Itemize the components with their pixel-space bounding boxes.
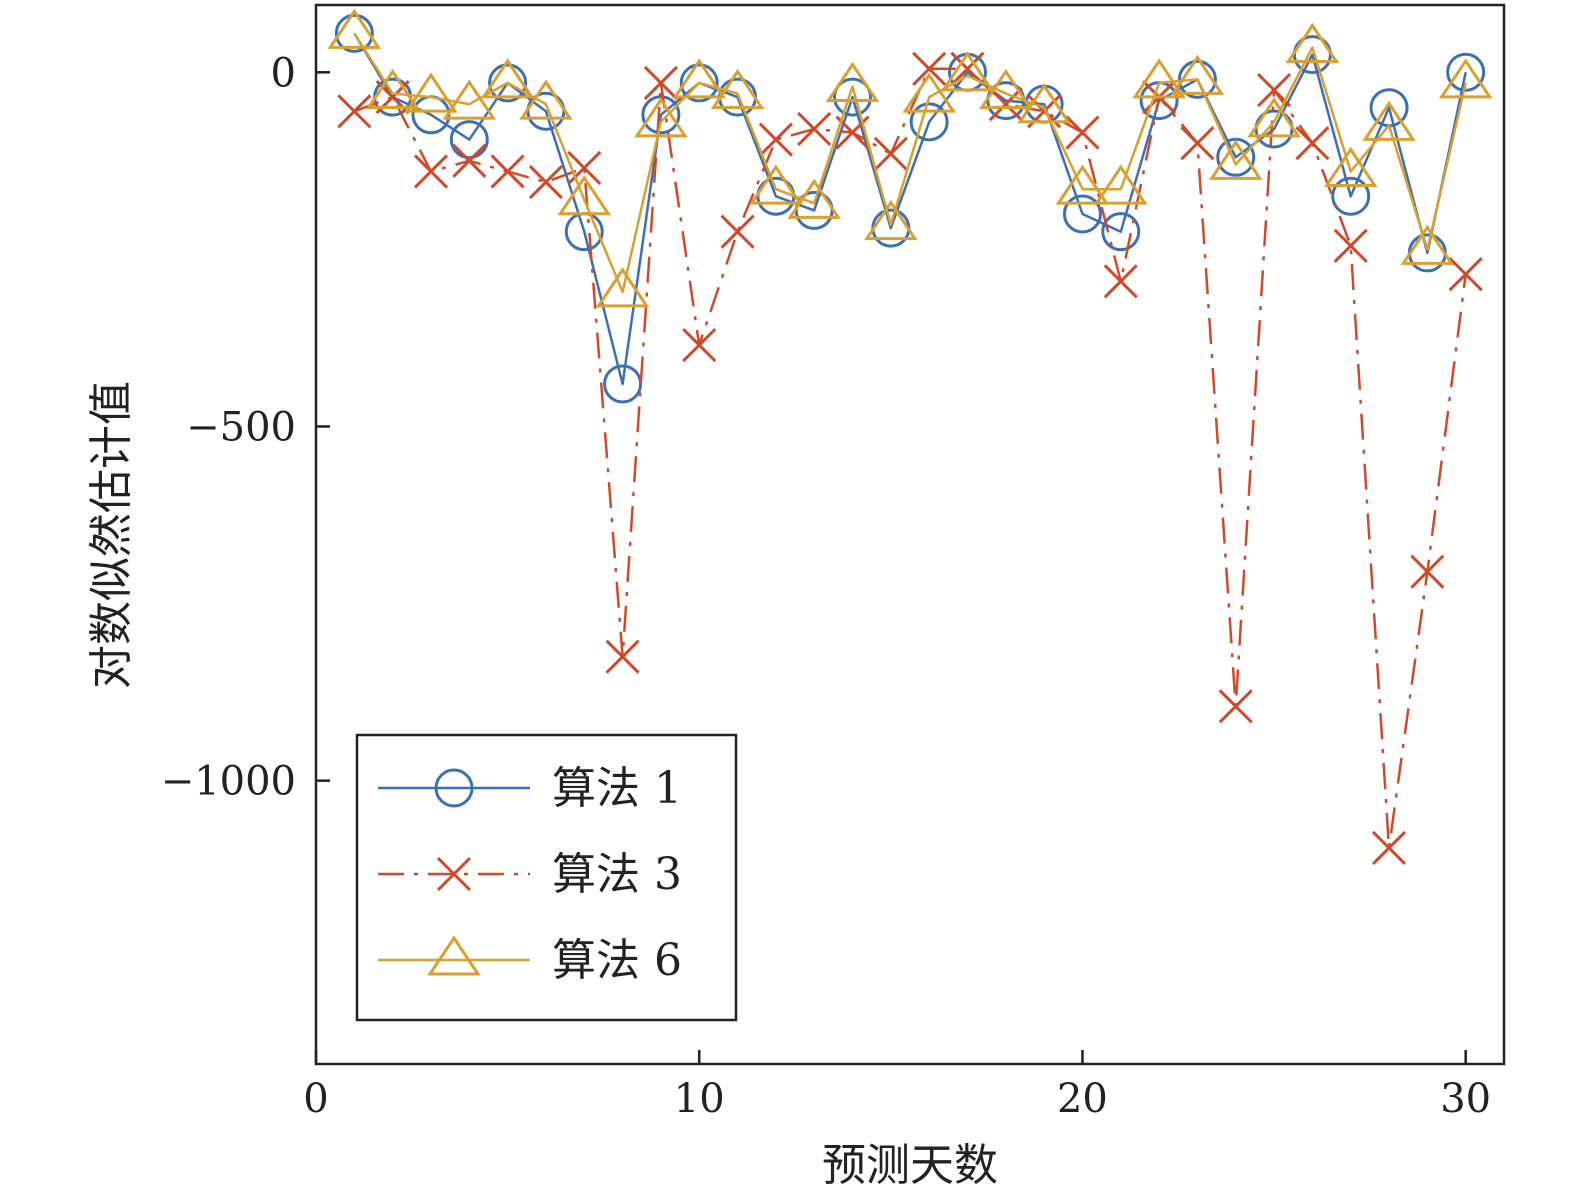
x-axis-label: 预测天数 xyxy=(822,1140,998,1191)
data-point-marker xyxy=(825,61,880,102)
data-point-marker xyxy=(1438,58,1493,99)
legend-items: 算法 1 算法 3 算法 6 xyxy=(378,763,682,986)
legend-label: 算法 6 xyxy=(552,935,682,986)
data-point-marker xyxy=(1132,58,1186,99)
x-tick-label: 10 xyxy=(674,1076,725,1122)
ticks-layer: 0 10 20 30 0 −500 −1000 xyxy=(161,50,1491,1122)
data-point-marker xyxy=(480,58,535,99)
legend-item: 算法 6 xyxy=(378,935,682,986)
data-point-marker xyxy=(1333,228,1368,263)
data-point-marker xyxy=(749,164,803,205)
data-point-marker xyxy=(327,8,382,49)
data-point-marker xyxy=(1177,59,1217,99)
data-point-marker xyxy=(605,639,640,674)
data-point-marker xyxy=(449,120,489,160)
data-point-marker xyxy=(682,327,717,363)
data-point-marker xyxy=(1170,54,1225,95)
legend-item: 算法 1 xyxy=(378,763,682,814)
y-tick-label: −1000 xyxy=(161,759,296,805)
data-point-marker xyxy=(1093,164,1148,205)
legend-marker xyxy=(434,768,474,808)
data-point-marker xyxy=(442,79,497,120)
series-3 xyxy=(327,8,1493,308)
data-point-marker xyxy=(902,72,956,113)
series-1 xyxy=(334,13,1486,404)
series-layer xyxy=(327,8,1493,866)
data-point-marker xyxy=(519,79,573,120)
data-point-marker xyxy=(634,97,688,138)
plot-frame xyxy=(314,3,1506,1066)
legend-item: 算法 3 xyxy=(378,849,682,900)
data-point-marker xyxy=(988,87,1023,122)
data-point-marker xyxy=(1371,830,1407,866)
data-point-marker xyxy=(797,111,832,147)
data-point-marker xyxy=(873,136,908,171)
data-point-marker xyxy=(1065,115,1100,150)
data-point-marker xyxy=(1216,137,1256,177)
x-tick-label: 0 xyxy=(303,1076,328,1122)
legend-box xyxy=(355,733,738,1022)
data-point-marker xyxy=(1247,97,1301,138)
data-point-marker xyxy=(1295,126,1330,161)
data-point-marker xyxy=(979,68,1033,110)
data-point-marker xyxy=(1410,554,1445,589)
data-point-marker xyxy=(679,63,719,103)
data-point-marker xyxy=(758,122,793,157)
data-point-marker xyxy=(1101,212,1141,252)
data-point-marker xyxy=(1062,194,1102,234)
data-point-marker xyxy=(833,77,873,117)
y-axis-label: 对数似然估计值 xyxy=(86,381,137,689)
data-point-marker xyxy=(1400,224,1455,265)
data-point-marker xyxy=(334,13,374,53)
data-point-marker xyxy=(643,65,678,100)
data-point-marker xyxy=(710,68,765,110)
data-point-marker xyxy=(672,58,727,99)
data-point-marker xyxy=(1218,689,1253,724)
data-point-marker xyxy=(365,68,420,110)
data-point-marker xyxy=(404,72,458,113)
series-line xyxy=(353,32,1467,386)
data-point-marker xyxy=(1446,52,1486,92)
legend-marker xyxy=(436,856,472,892)
data-point-marker xyxy=(912,51,947,86)
x-tick-label: 30 xyxy=(1440,1076,1491,1122)
y-tick-label: −500 xyxy=(186,404,296,450)
data-point-marker xyxy=(1362,100,1416,141)
data-point-marker xyxy=(1017,83,1071,124)
data-point-marker xyxy=(787,178,841,219)
data-point-marker xyxy=(488,63,528,103)
data-point-marker xyxy=(337,94,372,129)
data-point-marker xyxy=(1448,257,1483,292)
data-point-marker xyxy=(909,102,949,142)
data-point-marker xyxy=(1331,176,1371,216)
data-point-marker xyxy=(1103,264,1138,299)
data-point-marker xyxy=(528,165,563,200)
data-point-marker xyxy=(1323,146,1378,187)
y-tick-label: 0 xyxy=(271,50,296,96)
data-point-marker xyxy=(1285,22,1340,64)
data-point-marker xyxy=(567,150,602,185)
data-point-marker xyxy=(603,364,643,404)
data-point-marker xyxy=(1055,164,1110,205)
data-point-marker xyxy=(490,154,525,189)
data-point-marker xyxy=(595,267,650,308)
legend: 算法 1 算法 3 算法 6 xyxy=(355,733,738,1022)
data-point-marker xyxy=(557,175,612,216)
legend-label: 算法 3 xyxy=(552,849,682,900)
data-point-marker xyxy=(720,214,755,249)
data-point-marker xyxy=(1180,126,1215,161)
data-point-marker xyxy=(864,199,918,241)
data-point-marker xyxy=(413,154,449,189)
x-tick-label: 20 xyxy=(1057,1076,1108,1122)
legend-label: 算法 1 xyxy=(552,763,682,814)
legend-marker xyxy=(427,935,481,976)
data-point-marker xyxy=(940,51,995,92)
data-point-marker xyxy=(1208,139,1263,180)
data-point-marker xyxy=(452,143,487,178)
